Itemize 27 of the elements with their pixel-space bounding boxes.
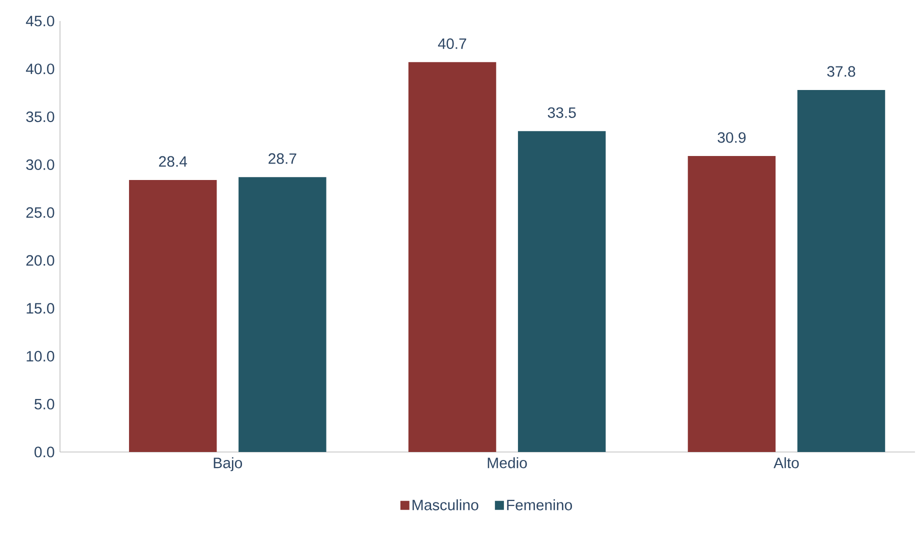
y-tick-label: 0.0 bbox=[34, 446, 54, 458]
data-label: 40.7 bbox=[438, 38, 466, 49]
x-tick-label: Alto bbox=[774, 457, 799, 468]
y-tick-label: 25.0 bbox=[26, 207, 54, 218]
data-label: 28.4 bbox=[159, 156, 188, 167]
data-label: 37.8 bbox=[827, 66, 856, 77]
y-tick-label: 20.0 bbox=[26, 255, 54, 266]
bar bbox=[518, 131, 606, 452]
bar bbox=[408, 62, 496, 452]
y-tick-label: 40.0 bbox=[26, 64, 54, 74]
data-label: 33.5 bbox=[548, 107, 576, 118]
data-label: 30.9 bbox=[718, 132, 746, 143]
legend-label: Masculino bbox=[412, 499, 478, 510]
bar bbox=[238, 177, 326, 452]
y-tick-label: 30.0 bbox=[26, 159, 54, 170]
y-tick-label: 5.0 bbox=[34, 398, 54, 410]
legend-label: Femenino bbox=[507, 499, 572, 510]
x-tick-label: Medio bbox=[488, 457, 527, 468]
data-label: 28.7 bbox=[268, 153, 296, 164]
y-tick-label: 15.0 bbox=[26, 303, 54, 314]
bar bbox=[797, 90, 886, 452]
y-tick-label: 35.0 bbox=[26, 111, 54, 122]
bar bbox=[688, 156, 776, 452]
y-tick-label: 10.0 bbox=[26, 350, 54, 362]
x-tick-label: Bajo bbox=[214, 457, 242, 472]
bar bbox=[129, 180, 217, 452]
y-tick-label: 45.0 bbox=[26, 16, 54, 26]
